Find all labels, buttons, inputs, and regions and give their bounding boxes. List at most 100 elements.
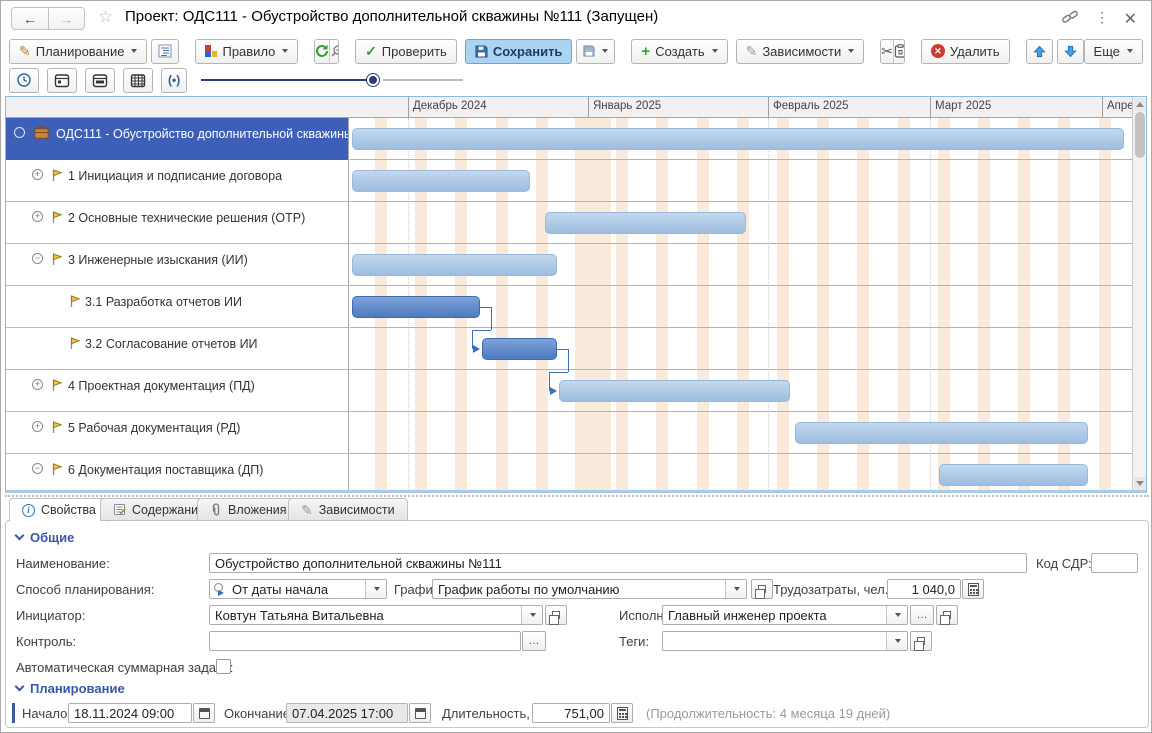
back-button[interactable]: ← <box>12 8 48 29</box>
tab-attachments[interactable]: Вложения <box>197 498 300 521</box>
task-row[interactable]: − 6 Документация поставщика (ДП) <box>6 454 348 490</box>
expander-icon[interactable]: + <box>32 379 43 390</box>
scroll-up-button[interactable] <box>1134 98 1146 111</box>
task-row[interactable]: − 3 Инженерные изыскания (ИИ) <box>6 244 348 286</box>
gantt-bar[interactable] <box>545 212 746 234</box>
duration-input[interactable] <box>532 703 610 723</box>
executor-select[interactable]: Главный инженер проекта <box>662 605 908 625</box>
save-options-button[interactable] <box>576 38 616 64</box>
expander-icon[interactable]: + <box>32 169 43 180</box>
scrollbar-thumb[interactable] <box>1135 112 1145 158</box>
planning-method-label: Способ планирования: <box>16 582 155 597</box>
rule-menu-button[interactable]: Правило <box>195 38 299 64</box>
wbs-code-input[interactable] <box>1091 553 1138 573</box>
check-button[interactable]: ✓ Проверить <box>355 38 457 64</box>
expander-icon[interactable] <box>14 127 25 138</box>
task-row[interactable]: +5 Рабочая документация (РД) <box>6 412 348 454</box>
planning-menu-button[interactable]: ✎ Планирование <box>9 38 148 64</box>
scroll-down-button[interactable] <box>1134 477 1146 490</box>
scale-interval-button[interactable]: (•) <box>161 67 188 93</box>
control-pick-button[interactable]: … <box>522 631 546 651</box>
open-icon <box>755 585 766 599</box>
expander-icon[interactable]: − <box>32 253 43 264</box>
close-icon[interactable]: ✕ <box>1123 11 1137 28</box>
name-input[interactable] <box>209 553 1027 573</box>
gantt-bar[interactable] <box>352 254 557 276</box>
zoom-out-button[interactable] <box>329 39 339 63</box>
gantt-bar[interactable] <box>939 464 1088 486</box>
more-menu-button[interactable]: Еще <box>1083 38 1143 64</box>
scale-weeks-button[interactable] <box>85 67 115 93</box>
expander-icon[interactable]: − <box>32 463 43 474</box>
finish-calendar-button[interactable] <box>409 703 431 723</box>
group-general[interactable]: Общие <box>14 530 74 545</box>
tags-open-button[interactable] <box>910 631 932 651</box>
paste-button[interactable] <box>892 39 904 63</box>
gantt-bar[interactable] <box>795 422 1088 444</box>
dropdown-button[interactable] <box>365 580 386 598</box>
view-tools-group <box>314 38 340 64</box>
gantt-bar[interactable] <box>352 296 480 318</box>
control-input[interactable] <box>209 631 521 651</box>
chevron-down-icon <box>14 681 25 692</box>
scale-days-button[interactable] <box>47 67 77 93</box>
move-down-button[interactable] <box>1056 38 1084 64</box>
save-button[interactable]: Сохранить <box>464 38 573 64</box>
dependencies-menu-button[interactable]: ✎ Зависимости <box>735 38 865 64</box>
expander-icon[interactable]: + <box>32 421 43 432</box>
task-row[interactable]: +2 Основные технические решения (ОТР) <box>6 202 348 244</box>
get-link-icon[interactable] <box>1061 9 1079 28</box>
finish-input[interactable] <box>286 703 408 723</box>
gantt-vertical-scrollbar[interactable] <box>1132 97 1146 490</box>
scale-months-button[interactable] <box>123 67 153 93</box>
timescale-slider[interactable] <box>201 73 466 87</box>
task-row[interactable]: +4 Проектная документация (ПД) <box>6 370 348 412</box>
executor-pick-button[interactable]: … <box>910 605 934 625</box>
schedule-select[interactable]: График работы по умолчанию <box>432 579 747 599</box>
task-row[interactable]: +1 Инициация и подписание договора <box>6 160 348 202</box>
favorite-star-icon[interactable]: ☆ <box>98 7 114 26</box>
refresh-button[interactable] <box>315 39 330 63</box>
duration-calc-button[interactable] <box>611 703 633 723</box>
tab-properties[interactable]: i Свойства <box>9 498 109 522</box>
tab-content[interactable]: Содержание <box>100 498 219 521</box>
form-view-button[interactable] <box>151 38 180 64</box>
auto-summary-checkbox[interactable] <box>216 659 231 674</box>
tags-select[interactable] <box>662 631 908 651</box>
gantt-bar[interactable] <box>559 380 790 402</box>
group-planning[interactable]: Планирование <box>14 681 125 696</box>
dropdown-button[interactable] <box>725 580 746 598</box>
initiator-select[interactable]: Ковтун Татьяна Витальевна <box>209 605 543 625</box>
create-menu-button[interactable]: + Создать <box>631 38 728 64</box>
dropdown-button[interactable] <box>886 632 907 650</box>
menu-dots-icon[interactable]: ⋮ <box>1095 9 1109 25</box>
start-input[interactable] <box>68 703 192 723</box>
tab-dependencies[interactable]: ✎ Зависимости <box>288 498 408 521</box>
gantt-bar[interactable] <box>352 128 1124 150</box>
month-label: Декабрь 2024 <box>413 100 487 112</box>
dropdown-button[interactable] <box>521 606 542 624</box>
effort-calc-button[interactable] <box>962 579 984 599</box>
task-row[interactable]: ОДС111 - Обустройство дополнительной скв… <box>6 118 348 160</box>
effort-input[interactable] <box>887 579 961 599</box>
gantt-bar[interactable] <box>352 170 530 192</box>
task-row[interactable]: 3.2 Согласование отчетов ИИ <box>6 328 348 370</box>
forward-button[interactable]: → <box>48 8 84 29</box>
dropdown-button[interactable] <box>886 606 907 624</box>
schedule-open-button[interactable] <box>751 579 773 599</box>
move-up-button[interactable] <box>1025 38 1053 64</box>
start-calendar-button[interactable] <box>193 703 215 723</box>
task-row[interactable]: 3.1 Разработка отчетов ИИ <box>6 286 348 328</box>
task-label: 6 Документация поставщика (ДП) <box>68 463 264 477</box>
cut-button[interactable]: ✂ <box>881 39 893 63</box>
panel-splitter[interactable] <box>5 495 1149 497</box>
finish-label: Окончание: <box>224 706 294 721</box>
planning-method-select[interactable]: От даты начала <box>209 579 387 599</box>
initiator-open-button[interactable] <box>545 605 567 625</box>
slider-thumb[interactable] <box>367 74 380 86</box>
scale-hours-button[interactable] <box>9 67 39 93</box>
gantt-bar[interactable] <box>482 338 557 360</box>
delete-button[interactable]: ✕ Удалить <box>920 38 1010 64</box>
executor-open-button[interactable] <box>936 605 958 625</box>
expander-icon[interactable]: + <box>32 211 43 222</box>
